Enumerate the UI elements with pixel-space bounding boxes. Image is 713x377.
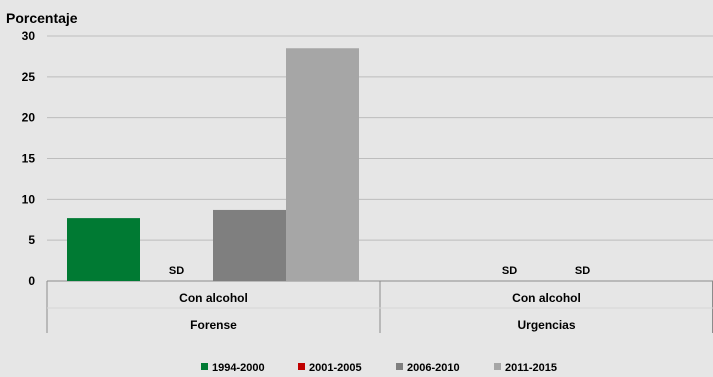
legend-swatch bbox=[298, 363, 305, 370]
bar-1994-2000 bbox=[67, 218, 140, 281]
legend-label: 1994-2000 bbox=[212, 362, 265, 374]
legend-swatch bbox=[201, 363, 208, 370]
x-category-label: Con alcohol bbox=[512, 291, 581, 305]
missing-data-labels: SD SD SD bbox=[169, 265, 590, 277]
y-axis-label: Porcentaje bbox=[6, 10, 78, 26]
x-group-label: Forense bbox=[190, 318, 237, 332]
gridlines bbox=[47, 35, 713, 282]
y-tick-label: 0 bbox=[28, 274, 35, 288]
legend-label: 2006-2010 bbox=[407, 362, 460, 374]
y-tick-labels: 0 5 10 15 20 25 30 bbox=[22, 29, 36, 288]
y-tick-label: 30 bbox=[22, 29, 36, 43]
y-tick-label: 10 bbox=[22, 192, 36, 206]
legend-swatch bbox=[494, 363, 501, 370]
bar-2011-2015 bbox=[286, 48, 359, 281]
x-category-label: Con alcohol bbox=[179, 291, 248, 305]
x-axis: Con alcohol Forense Con alcohol Urgencias bbox=[46, 281, 713, 333]
legend-swatch bbox=[396, 363, 403, 370]
missing-data-label: SD bbox=[575, 265, 590, 277]
legend: 1994-2000 2001-2005 2006-2010 2011-2015 bbox=[201, 362, 557, 374]
bar-2006-2010 bbox=[213, 209, 286, 281]
legend-label: 2001-2005 bbox=[309, 362, 362, 374]
bars bbox=[67, 48, 359, 281]
y-tick-label: 25 bbox=[22, 70, 36, 84]
missing-data-label: SD bbox=[169, 265, 184, 277]
missing-data-label: SD bbox=[502, 265, 517, 277]
y-tick-label: 15 bbox=[22, 152, 36, 166]
legend-label: 2011-2015 bbox=[505, 362, 557, 374]
x-group-label: Urgencias bbox=[517, 318, 575, 332]
y-tick-label: 5 bbox=[28, 233, 35, 247]
y-tick-label: 20 bbox=[22, 111, 36, 125]
